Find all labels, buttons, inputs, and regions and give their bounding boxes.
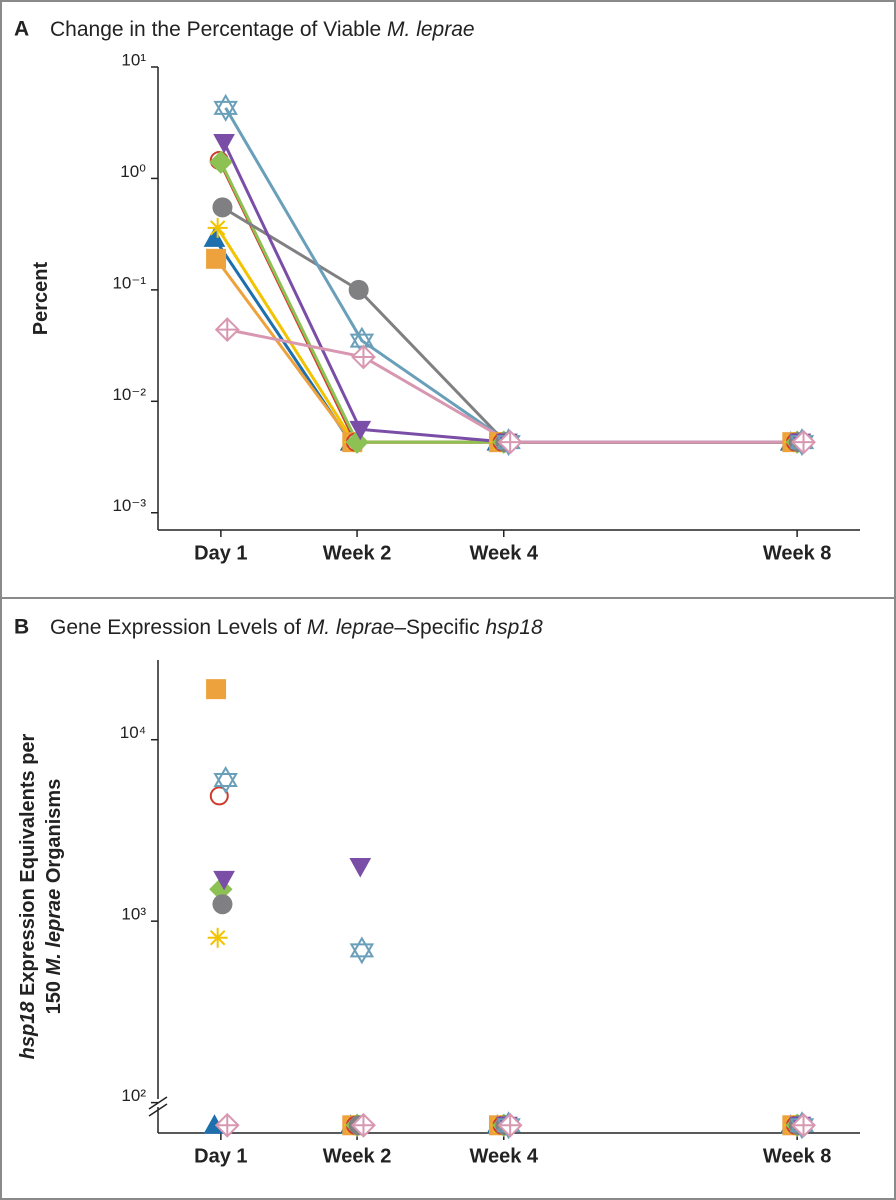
marker-shape [212, 197, 233, 218]
y-tick-label: 10¹ [121, 50, 146, 69]
series-line [219, 161, 798, 444]
data-point [207, 927, 228, 948]
y-label-segment: Organisms [43, 779, 65, 889]
y-label-segment: Percent [30, 261, 52, 335]
panel-label: B [14, 616, 29, 639]
chart-title: Gene Expression Levels of M. leprae–Spec… [50, 616, 543, 639]
marker-shape [348, 279, 369, 300]
y-tick-label: 10³ [121, 905, 146, 924]
title-segment: hsp18 [485, 616, 543, 639]
x-tick-label: Day 1 [194, 542, 247, 564]
marker-shape [209, 150, 233, 174]
y-tick-label: 10² [121, 1086, 146, 1105]
data-point [203, 227, 226, 247]
panel-label: A [14, 18, 29, 41]
marker-shape [213, 100, 238, 122]
y-tick-label: 10⁻² [112, 385, 146, 404]
y-axis-label: hsp18 Expression Equivalents per [17, 733, 39, 1059]
marker-stroke [209, 930, 226, 946]
y-tick-label: 10⁰ [120, 162, 146, 181]
y-tick-label: 10⁴ [120, 723, 146, 742]
data-point [214, 1112, 240, 1138]
marker-shape [212, 894, 233, 915]
title-segment: Gene Expression Levels of [50, 616, 307, 639]
marker-stroke [209, 220, 226, 236]
y-label-segment: M. leprae [43, 889, 65, 976]
marker-shape [349, 420, 372, 441]
series-line [214, 257, 793, 444]
series-line [217, 159, 796, 444]
y-label-segment: 150 [43, 975, 65, 1014]
data-point [206, 248, 227, 269]
marker-shape [203, 227, 226, 247]
chart-title: Change in the Percentage of Viable M. le… [50, 18, 475, 41]
marker-shape [349, 936, 375, 958]
data-point [348, 279, 369, 300]
marker-shape [349, 858, 372, 878]
data-point [791, 1112, 816, 1138]
data-point [212, 894, 233, 915]
data-point [351, 1112, 376, 1138]
y-tick-label: 10⁻¹ [112, 273, 146, 292]
data-point [497, 1112, 523, 1138]
data-point [206, 679, 227, 700]
x-tick-label: Day 1 [194, 1145, 247, 1167]
marker-shape [349, 333, 375, 355]
y-label-segment: hsp18 [17, 1001, 39, 1060]
x-tick-label: Week 2 [323, 1145, 392, 1167]
y-axis-label: 150 M. leprae Organisms [43, 779, 65, 1015]
marker-shape [209, 786, 229, 806]
title-segment: Change in the Percentage of Viable [50, 18, 387, 41]
series-line [226, 328, 804, 444]
data-point [349, 936, 375, 965]
series-line [224, 107, 802, 444]
marker-shape [213, 93, 238, 115]
data-point [349, 858, 372, 878]
marker-shape [206, 248, 227, 269]
data-point [213, 93, 238, 122]
data-point [497, 429, 523, 455]
title-segment: –Specific [394, 616, 485, 639]
x-tick-label: Week 8 [763, 542, 832, 564]
marker-shape [345, 430, 369, 454]
data-point [207, 217, 228, 238]
x-tick-label: Week 8 [763, 1145, 832, 1167]
series-line [221, 206, 799, 444]
data-point [351, 344, 376, 370]
data-point [213, 765, 238, 794]
marker-shape [206, 679, 227, 700]
y-tick-label: 10⁻³ [112, 496, 146, 515]
x-tick-label: Week 4 [469, 1145, 538, 1167]
marker-shape [213, 765, 238, 787]
series-line [222, 141, 801, 444]
title-segment: M. leprae [387, 18, 475, 41]
y-axis-label: Percent [30, 261, 52, 335]
data-point [209, 150, 233, 174]
y-label-segment: Expression Equivalents per [17, 733, 39, 1001]
series-line [213, 237, 791, 444]
data-point [349, 420, 372, 441]
marker-shape [213, 870, 235, 891]
marker-shape [349, 943, 375, 965]
data-point [214, 317, 240, 343]
axis-break [148, 1103, 168, 1117]
marker-shape [213, 134, 235, 154]
data-point [212, 197, 233, 218]
x-tick-label: Week 4 [469, 542, 538, 564]
data-point [209, 786, 229, 806]
x-tick-label: Week 2 [323, 542, 392, 564]
data-point [345, 430, 369, 454]
data-point [213, 870, 235, 891]
marker-shape [213, 772, 238, 794]
data-point [213, 134, 235, 154]
title-segment: M. leprae [307, 616, 395, 639]
data-point [791, 429, 816, 455]
